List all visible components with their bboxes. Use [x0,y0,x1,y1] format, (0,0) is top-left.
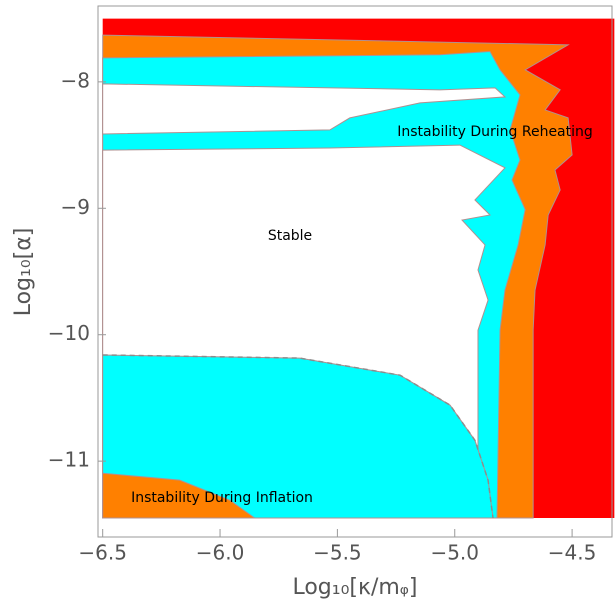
x-tick-label: −5.5 [313,541,362,565]
x-axis-label: Log₁₀[κ/mᵩ] [292,575,417,600]
x-tick-label: −5.0 [430,541,479,565]
region [102,472,257,519]
y-tick-label: −11 [48,448,90,472]
region [102,83,507,135]
x-tick-label: −6.5 [78,541,127,565]
boundary-line [102,354,494,519]
annotation: Instability During Inflation [131,490,313,506]
x-tick-label: −6.0 [196,541,245,565]
y-tick-label: −8 [61,68,90,92]
annotation: Instability During Reheating [397,124,593,140]
x-tick-label: −4.5 [548,541,597,565]
annotation: Stable [268,228,312,244]
y-tick-label: −9 [61,195,90,219]
plot-frame [97,5,613,538]
y-tick-label: −10 [48,321,90,345]
y-axis-label: Log₁₀[α] [11,228,36,317]
